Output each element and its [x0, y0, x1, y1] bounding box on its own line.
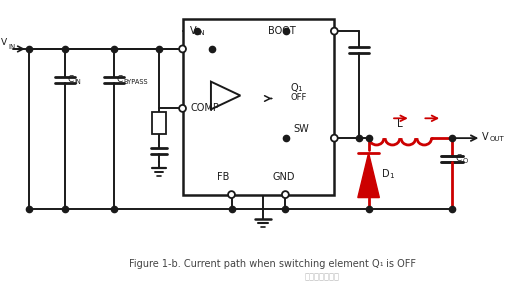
Text: SW: SW — [293, 124, 309, 134]
Circle shape — [331, 28, 338, 35]
Bar — [182, 19, 334, 195]
Text: is OFF: is OFF — [384, 259, 416, 269]
Text: C: C — [117, 75, 123, 84]
Text: V: V — [2, 38, 8, 47]
Text: GND: GND — [273, 172, 295, 182]
Text: 1: 1 — [297, 86, 302, 92]
Bar — [152, 112, 166, 134]
Circle shape — [179, 45, 186, 52]
Text: L: L — [397, 119, 403, 129]
Text: OUT: OUT — [490, 136, 505, 142]
Text: IN: IN — [9, 44, 16, 50]
Text: O: O — [463, 158, 468, 164]
Text: C: C — [456, 155, 462, 163]
Polygon shape — [211, 82, 240, 109]
Text: OFF: OFF — [290, 92, 307, 102]
Circle shape — [282, 191, 289, 198]
Text: V: V — [190, 26, 197, 36]
Text: IN: IN — [75, 79, 82, 85]
Polygon shape — [358, 153, 379, 198]
Text: C: C — [68, 75, 74, 84]
Text: Q: Q — [290, 83, 298, 93]
Text: BYPASS: BYPASS — [124, 79, 148, 85]
Text: BOOT: BOOT — [268, 26, 296, 36]
Text: D: D — [383, 169, 390, 179]
Text: 1: 1 — [389, 173, 394, 179]
Text: COMP: COMP — [190, 103, 219, 113]
Circle shape — [228, 191, 235, 198]
Text: 硬件万人为什么: 硬件万人为什么 — [305, 272, 340, 281]
Circle shape — [179, 105, 186, 112]
Text: IN: IN — [197, 30, 205, 36]
Text: V: V — [482, 132, 489, 142]
Text: Figure 1-b. Current path when switching element Q: Figure 1-b. Current path when switching … — [129, 259, 379, 269]
Text: FB: FB — [217, 172, 229, 182]
Text: ₁: ₁ — [379, 259, 383, 268]
Circle shape — [331, 135, 338, 142]
